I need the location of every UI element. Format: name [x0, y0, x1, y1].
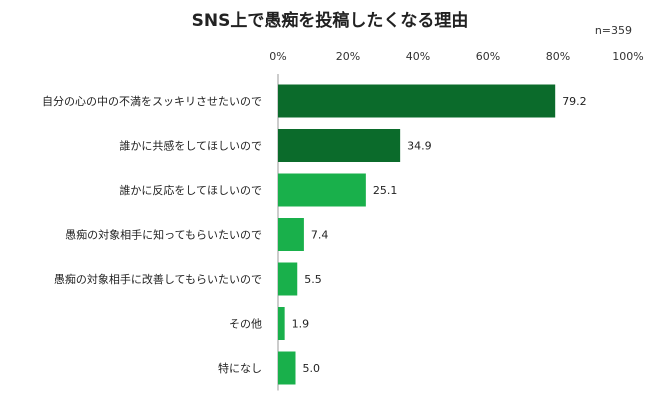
data-label: 5.0: [303, 362, 321, 375]
category-label: 誰かに共感をしてほしいので: [119, 139, 262, 153]
chart-title: SNS上で愚痴を投稿したくなる理由: [192, 10, 469, 31]
data-label: 5.5: [304, 273, 322, 286]
x-tick-label: 60%: [476, 50, 500, 63]
category-label: 自分の心の中の不満をスッキリさせたいので: [42, 95, 262, 108]
sample-size-note: n=359: [595, 24, 632, 37]
bar: [278, 218, 304, 251]
category-label: 特になし: [218, 361, 262, 375]
bar: [278, 129, 401, 162]
category-label: 愚痴の対象相手に改善してもらいたいので: [54, 272, 262, 286]
category-label: 誰かに反応をしてほしいので: [119, 183, 262, 197]
category-labels: 自分の心の中の不満をスッキリさせたいので誰かに共感をしてほしいので誰かに反応をし…: [42, 95, 262, 375]
x-tick-label: 0%: [269, 50, 286, 63]
data-label: 7.4: [311, 229, 329, 242]
x-axis-ticks: 0% 20% 40% 60% 80% 100%: [269, 50, 643, 63]
bar: [278, 351, 296, 385]
bar: [278, 307, 285, 340]
bar: [278, 262, 298, 296]
value-labels: 79.2 34.9 25.1 7.4 5.5 1.9 5.0: [292, 95, 587, 375]
data-label: 1.9: [292, 318, 310, 331]
x-tick-label: 40%: [406, 50, 430, 63]
x-tick-label: 80%: [546, 50, 570, 63]
x-tick-label: 100%: [612, 50, 643, 63]
data-label: 79.2: [562, 95, 587, 108]
category-label: 愚痴の対象相手に知ってもらいたいので: [65, 228, 262, 242]
bar: [278, 84, 556, 118]
data-label: 25.1: [373, 184, 398, 197]
data-label: 34.9: [407, 140, 432, 153]
x-tick-label: 20%: [336, 50, 360, 63]
bar: [278, 173, 366, 207]
bars: [278, 84, 556, 385]
category-label: その他: [229, 318, 262, 331]
